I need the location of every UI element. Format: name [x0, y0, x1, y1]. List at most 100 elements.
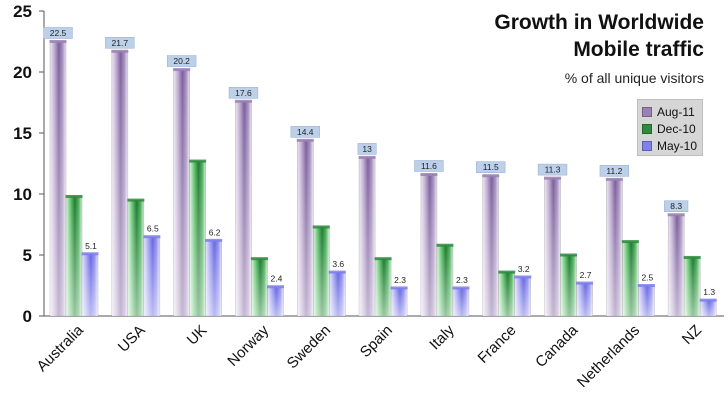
- chart-title-line-2: Mobile traffic: [573, 38, 704, 61]
- data-label-box: [166, 55, 197, 67]
- data-label-box: [228, 86, 259, 99]
- x-tick-label: Spain: [357, 322, 396, 361]
- bar-cap: [667, 213, 685, 217]
- legend-label: Aug-11: [657, 104, 695, 119]
- data-label: 11.3: [545, 165, 561, 175]
- legend-item-aug-11: Aug-11: [642, 103, 702, 120]
- data-label-box: [476, 161, 506, 173]
- bar-cap: [544, 176, 562, 180]
- bar-cap: [560, 253, 578, 257]
- bar-cap: [482, 174, 500, 178]
- bar-highlight: [482, 175, 499, 316]
- bar-cap: [189, 159, 207, 163]
- data-label: 2.4: [271, 274, 283, 284]
- data-label: 20.2: [173, 56, 190, 66]
- data-label-box: [43, 27, 73, 39]
- data-label-box: [537, 163, 568, 176]
- bar-cap: [514, 275, 532, 279]
- bar-cap: [358, 155, 376, 159]
- bar-highlight: [514, 276, 531, 316]
- x-tick-label: USA: [115, 322, 149, 356]
- bar-cap: [452, 286, 470, 290]
- bar-highlight: [544, 178, 561, 316]
- bar-cap: [683, 255, 701, 259]
- data-label: 13: [362, 144, 372, 154]
- bar-highlight: [66, 196, 82, 316]
- data-label: 11.2: [606, 166, 622, 176]
- data-label-box: [105, 36, 135, 49]
- bar-cap: [234, 99, 252, 103]
- chart-title-line-1: Growth in Worldwide: [494, 11, 704, 34]
- x-tick-label: Italy: [426, 321, 458, 353]
- bar-highlight: [189, 161, 206, 316]
- bar-cap: [173, 68, 191, 72]
- bar-highlight: [359, 157, 376, 316]
- bar-cap: [436, 243, 454, 247]
- bar-highlight: [313, 226, 330, 316]
- bar-highlight: [684, 257, 701, 316]
- bar-cap: [65, 194, 83, 198]
- bar-cap: [605, 177, 623, 181]
- legend-item-dec-10: Dec-10: [642, 120, 702, 137]
- x-tick-label: UK: [184, 322, 211, 349]
- y-tick-label: 25: [13, 2, 32, 21]
- bar-cap: [143, 235, 161, 239]
- x-tick-label: Sweden: [284, 322, 334, 372]
- data-label: 11.6: [421, 161, 437, 171]
- bar-cap: [127, 198, 145, 202]
- bar-cap: [250, 257, 268, 261]
- bar-cap: [621, 240, 639, 244]
- data-label: 3.2: [518, 264, 530, 274]
- data-label: 2.7: [580, 270, 592, 280]
- data-label-box: [664, 200, 689, 213]
- bar-cap: [312, 225, 330, 229]
- bar-highlight: [391, 287, 408, 316]
- bar-highlight: [235, 101, 252, 316]
- data-label: 5.1: [85, 241, 97, 251]
- bar-highlight: [638, 285, 655, 316]
- bar-highlight: [700, 300, 717, 316]
- bar-cap: [576, 281, 594, 285]
- y-tick-label: 10: [13, 185, 32, 204]
- bar-cap: [498, 270, 516, 274]
- legend-swatch-dec-10: [642, 123, 652, 134]
- data-label: 11.5: [483, 162, 499, 172]
- y-tick-label: 15: [13, 124, 32, 143]
- data-label: 2.5: [641, 273, 653, 283]
- bar-cap: [81, 252, 99, 256]
- chart-legend: Aug-11 Dec-10 May-10: [637, 99, 703, 156]
- data-label-box: [290, 126, 320, 138]
- data-label: 22.5: [50, 28, 67, 38]
- data-label-box: [414, 160, 444, 172]
- data-label: 3.6: [332, 259, 344, 269]
- bar-highlight: [668, 214, 685, 316]
- chart-subtitle: % of all unique visitors: [564, 70, 704, 86]
- bar-highlight: [452, 287, 469, 316]
- bar-highlight: [560, 255, 577, 316]
- bar-cap: [390, 286, 408, 290]
- bar-highlight: [127, 200, 144, 316]
- x-tick-label: France: [475, 322, 520, 367]
- data-label: 2.3: [456, 275, 468, 285]
- bar-highlight: [375, 258, 392, 316]
- bar-highlight: [50, 41, 66, 316]
- bar-cap: [266, 285, 284, 289]
- x-tick-label: Australia: [34, 321, 88, 375]
- data-label: 6.5: [147, 224, 159, 234]
- bar-highlight: [420, 174, 437, 316]
- bar-highlight: [111, 51, 128, 316]
- y-tick-label: 20: [13, 63, 32, 82]
- data-label-box: [599, 165, 630, 177]
- bar-highlight: [498, 272, 515, 316]
- bar-highlight: [143, 236, 160, 316]
- data-label: 17.6: [235, 88, 252, 98]
- data-label: 14.4: [297, 127, 314, 137]
- x-tick-label: Canada: [532, 321, 582, 371]
- bar-cap: [637, 284, 655, 287]
- data-label: 2.3: [394, 275, 406, 285]
- bar-cap: [328, 270, 346, 274]
- data-label: 6.2: [209, 227, 221, 237]
- legend-label: May-10: [657, 138, 698, 153]
- x-tick-label: NZ: [679, 322, 705, 348]
- legend-label: Dec-10: [657, 121, 696, 136]
